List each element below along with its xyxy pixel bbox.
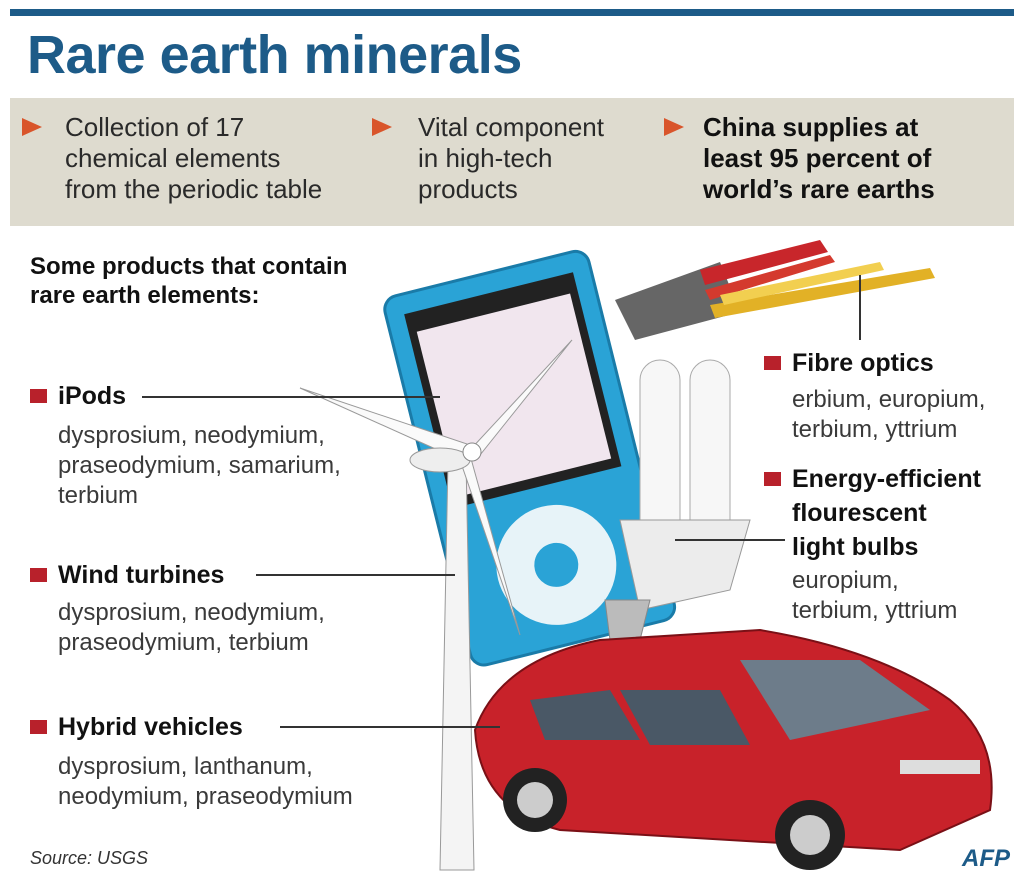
bullet (30, 389, 47, 403)
fibre-cable (615, 240, 935, 340)
name-line: light bulbs (792, 530, 981, 564)
element-line: dysprosium, neodymium, (58, 421, 341, 451)
product-name: Hybrid vehicles (58, 710, 243, 744)
title: Rare earth minerals (27, 24, 522, 86)
bullet (764, 356, 781, 370)
fact-line: least 95 percent of (703, 143, 935, 174)
element-line: erbium, europium, (792, 385, 985, 415)
fact-line: Vital component (418, 112, 604, 143)
heading-line: rare earth elements: (30, 281, 347, 310)
product-name: Wind turbines (58, 558, 224, 592)
element-line: dysprosium, lanthanum, (58, 752, 353, 782)
product-name: Fibre optics (792, 346, 934, 380)
heading-line: Some products that contain (30, 252, 347, 281)
product-name: Energy-efficient flourescent light bulbs (792, 462, 981, 564)
fact: China supplies at least 95 percent of wo… (703, 112, 935, 205)
fact-line: in high-tech (418, 143, 604, 174)
top-rule (10, 9, 1014, 16)
fact-line: China supplies at (703, 112, 935, 143)
fact-line: world’s rare earths (703, 174, 935, 205)
fact: Collection of 17 chemical elements from … (65, 112, 322, 205)
element-line: neodymium, praseodymium (58, 782, 353, 812)
fact-line: Collection of 17 (65, 112, 322, 143)
product-elements: erbium, europium, terbium, yttrium (792, 385, 985, 445)
element-line: praseodymium, terbium (58, 628, 325, 658)
bullet (764, 472, 781, 486)
fact: Vital component in high-tech products (418, 112, 604, 205)
product-elements: dysprosium, lanthanum, neodymium, praseo… (58, 752, 353, 812)
logo: AFP (962, 845, 1010, 873)
element-line: dysprosium, neodymium, (58, 598, 325, 628)
fact-line: chemical elements (65, 143, 322, 174)
bullet (30, 720, 47, 734)
source: Source: USGS (30, 848, 148, 869)
hybrid-car (475, 630, 992, 870)
fact-line: products (418, 174, 604, 205)
element-line: europium, (792, 566, 957, 596)
product-elements: europium, terbium, yttrium (792, 566, 957, 626)
product-elements: dysprosium, neodymium, praseodymium, ter… (58, 598, 325, 658)
product-elements: dysprosium, neodymium, praseodymium, sam… (58, 421, 341, 511)
name-line: Energy-efficient (792, 462, 981, 496)
name-line: flourescent (792, 496, 981, 530)
infographic: Rare earth minerals Collection of 17 che… (0, 0, 1024, 879)
element-line: praseodymium, samarium, (58, 451, 341, 481)
element-line: terbium, yttrium (792, 415, 985, 445)
products-heading: Some products that contain rare earth el… (30, 252, 347, 310)
element-line: terbium (58, 481, 341, 511)
element-line: terbium, yttrium (792, 596, 957, 626)
fact-line: from the periodic table (65, 174, 322, 205)
bullet (30, 568, 47, 582)
product-name: iPods (58, 379, 126, 413)
